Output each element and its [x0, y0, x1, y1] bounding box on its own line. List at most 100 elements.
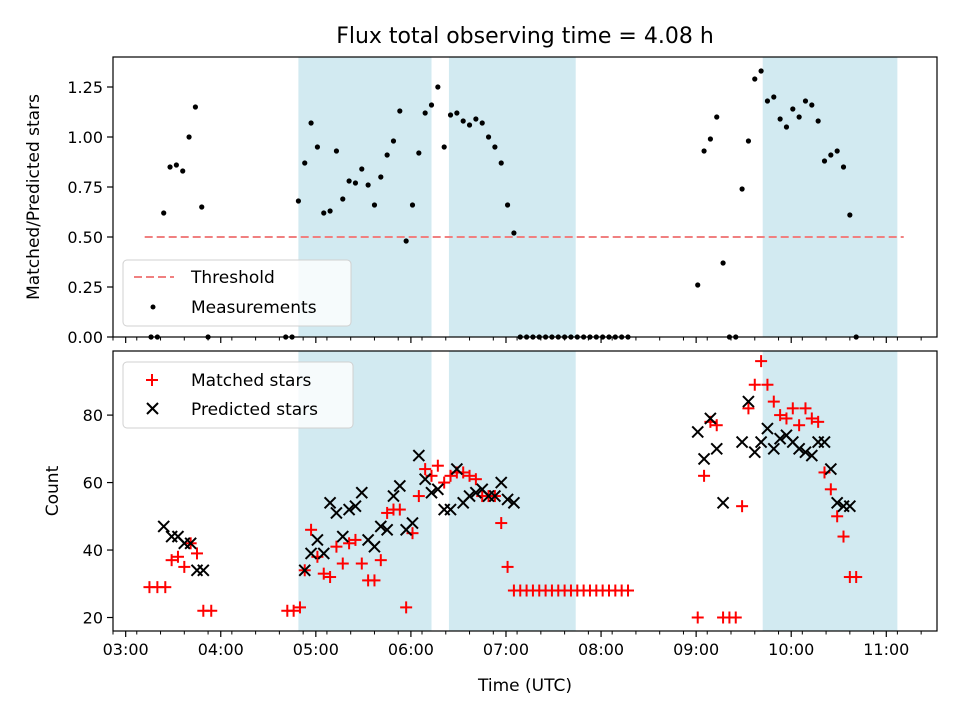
matched-star-point [159, 581, 172, 594]
predicted-star-point [431, 483, 445, 496]
top-shaded-spans [298, 57, 898, 337]
measurement-point [295, 198, 301, 204]
predicted-star-point [380, 523, 394, 537]
measurement-point [397, 108, 403, 114]
matched-star-point [463, 469, 476, 482]
top-x-ticks [112, 337, 922, 343]
y-tick-label: 1.00 [67, 128, 103, 147]
matched-star-point [381, 506, 394, 519]
matched-star-point [748, 378, 761, 391]
matched-star-point [799, 402, 812, 415]
measurement-point [378, 174, 384, 180]
predicted-star-point [157, 520, 170, 533]
y-tick-label: 0.25 [67, 278, 103, 297]
matched-star-point [287, 604, 300, 617]
measurement-point [409, 202, 416, 208]
matched-star-point [780, 412, 793, 425]
measurement-point [390, 138, 397, 144]
predicted-star-point [406, 516, 419, 530]
measurement-point [720, 260, 726, 266]
matched-star-point [330, 540, 343, 553]
predicted-star-point [830, 496, 844, 510]
measurement-point [365, 182, 371, 188]
x-tick-label: 03:00 [103, 640, 149, 659]
matched-star-point [805, 412, 818, 425]
predicted-star-point [418, 472, 432, 486]
measurement-point [308, 120, 314, 126]
matched-star-point [317, 567, 330, 580]
predicted-star-point [773, 432, 787, 445]
measurement-point [777, 116, 783, 122]
legend-threshold-label: Threshold [190, 268, 275, 288]
predicted-star-point [323, 496, 337, 510]
shaded-span [448, 57, 576, 337]
matched-star-point [710, 419, 723, 432]
measurement-point [815, 118, 821, 124]
measurement-point [796, 114, 802, 120]
legend-predicted-label: Predicted stars [191, 400, 318, 420]
x-tick-label: 09:00 [673, 640, 719, 659]
measurement-point [460, 118, 466, 124]
y-tick-label: 80 [83, 406, 103, 425]
x-tick-label: 05:00 [293, 640, 339, 659]
shaded-span [448, 351, 576, 631]
predicted-star-point [818, 435, 831, 449]
x-tick-label: 06:00 [388, 640, 434, 659]
matched-star-point [622, 584, 634, 597]
predicted-star-point [349, 499, 362, 513]
x-tick-label: 11:00 [863, 640, 909, 659]
measurement-point [180, 168, 186, 174]
chart-title: Flux total observing time = 4.08 h [336, 24, 714, 49]
measurement-point [473, 116, 479, 122]
measurement-point [498, 160, 504, 166]
measurement-point [422, 110, 428, 116]
measurement-point [340, 196, 346, 202]
measurement-point [352, 180, 359, 186]
measurement-point [441, 144, 447, 150]
predicted-star-point [330, 506, 343, 520]
measurement-point [314, 144, 321, 150]
legend-matched-swatch [146, 374, 158, 386]
matched-star-point [850, 571, 863, 584]
measurement-point [752, 76, 758, 82]
measurement-point [416, 150, 422, 156]
matched-star-point [171, 550, 184, 563]
measurement-point [714, 114, 720, 120]
measurement-point [346, 178, 352, 184]
measurement-point [485, 134, 492, 140]
top-y-ticks: 0.00 0.25 0.50 0.75 1.00 1.25 [67, 78, 113, 347]
predicted-star-point [368, 540, 381, 553]
matched-star-point [729, 611, 742, 624]
measurement-point [302, 160, 308, 166]
matched-star-point [393, 503, 406, 516]
predicted-star-point [311, 533, 324, 547]
matched-star-point [431, 459, 444, 472]
y-tick-label: 0.00 [67, 328, 103, 347]
predicted-star-point [374, 520, 388, 533]
measurement-point [447, 112, 454, 118]
matched-star-point [837, 530, 850, 543]
measurement-point [745, 138, 752, 144]
matched-star-point [324, 571, 337, 584]
predicted-star-point [425, 486, 438, 499]
predicted-star-point [387, 489, 400, 503]
bottom-y-ticks: 20 40 60 80 [83, 406, 113, 628]
predicted-star-point [691, 425, 704, 439]
top-panel: 0.00 0.25 0.50 0.75 1.00 1.25 Flux total obse… [24, 24, 938, 347]
measurement-point [161, 210, 167, 216]
measurement-point [739, 186, 745, 192]
predicted-star-point [843, 499, 857, 513]
measurement-point [504, 202, 511, 208]
predicted-star-point [463, 489, 476, 503]
legend-matched-label: Matched stars [191, 371, 311, 391]
count-points [143, 355, 863, 624]
matched-star-point [793, 419, 806, 432]
y-tick-label: 0.50 [67, 228, 103, 247]
measurement-point [186, 134, 192, 140]
measurement-point [695, 282, 701, 288]
measurement-point [454, 110, 460, 116]
measurement-point [384, 152, 390, 158]
predicted-star-point [735, 435, 749, 449]
predicted-star-point [298, 564, 311, 577]
